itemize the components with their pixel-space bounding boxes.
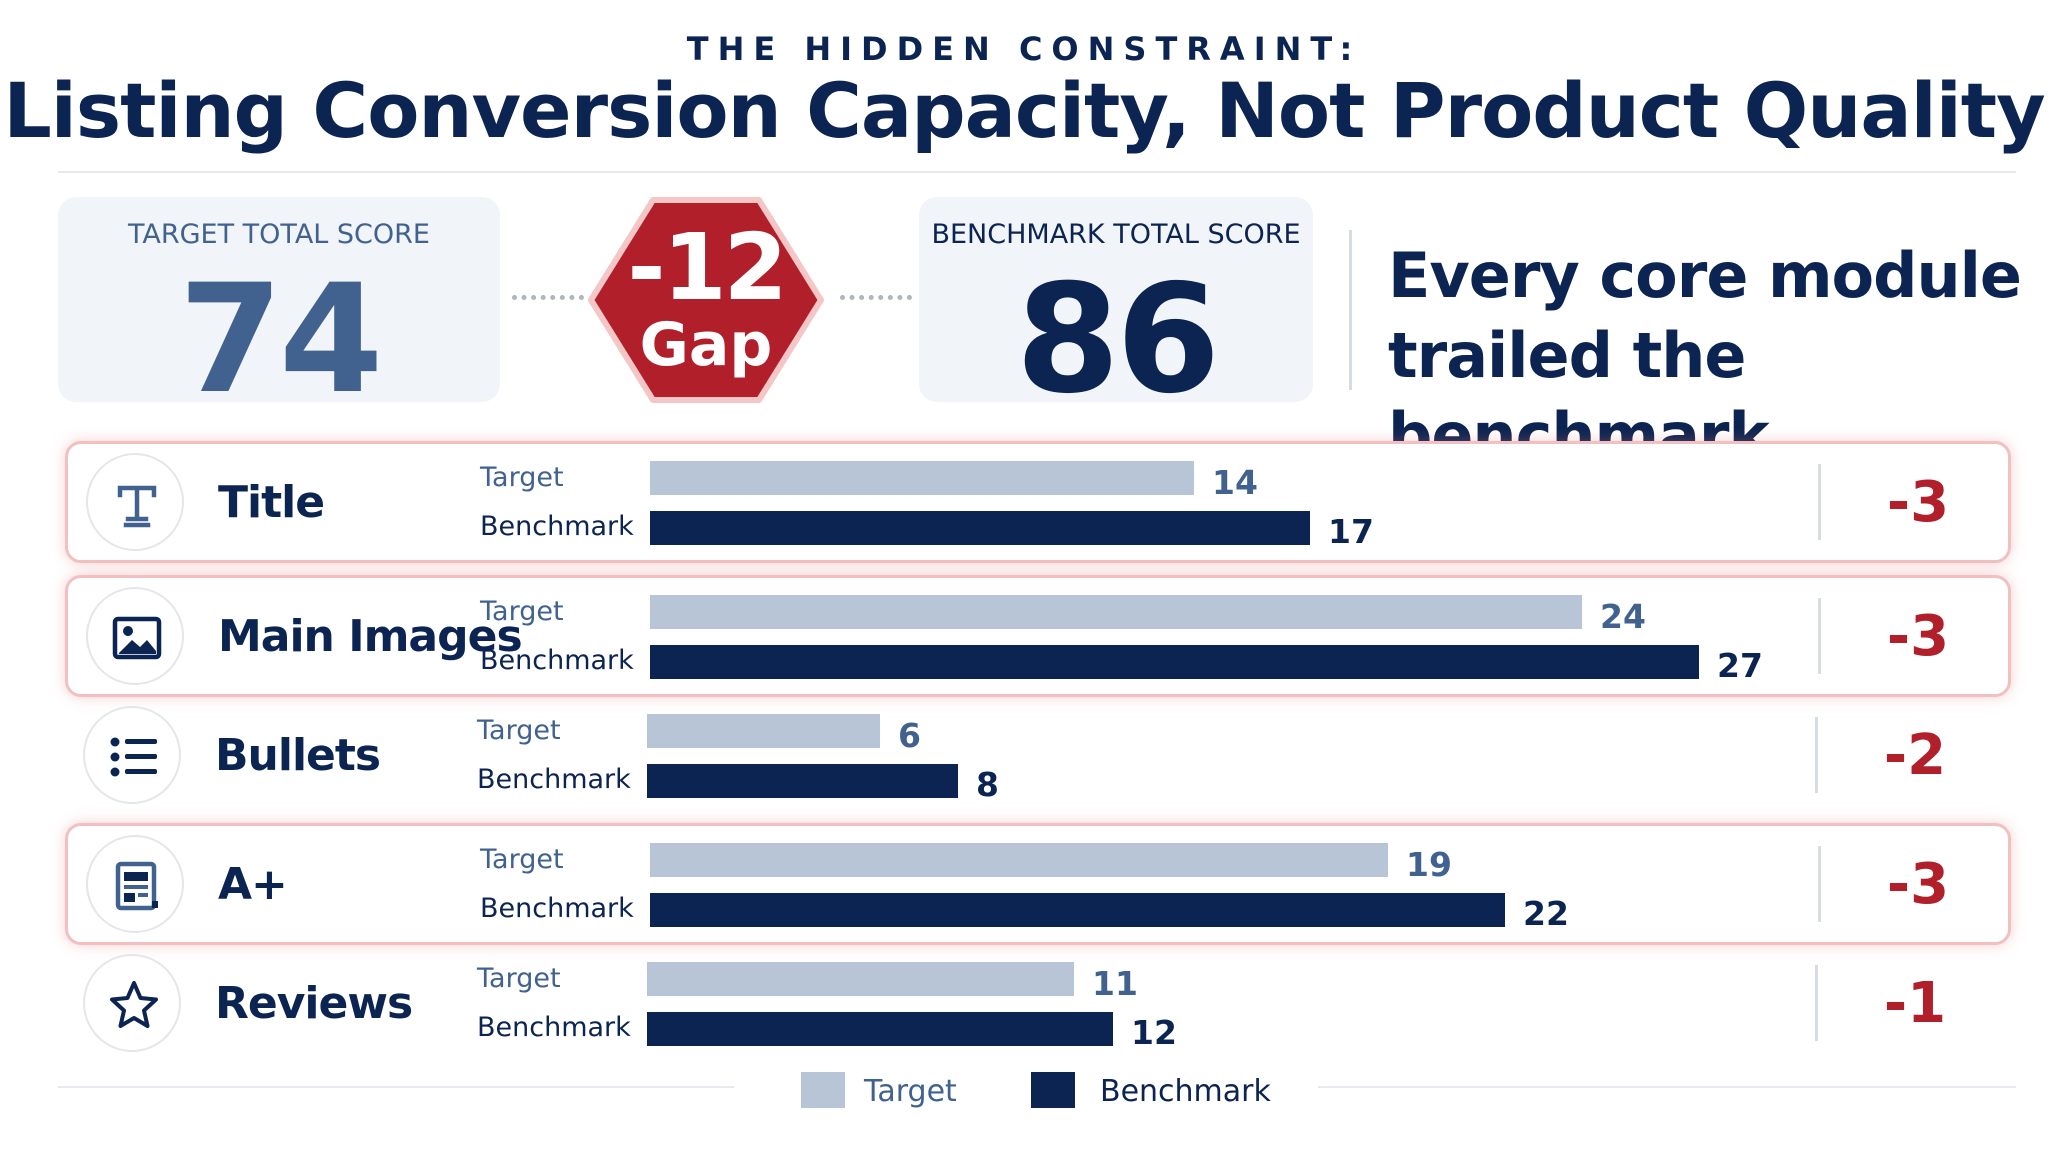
target-bar xyxy=(650,843,1388,877)
target-score-label: TARGET TOTAL SCORE xyxy=(128,219,430,250)
target-value-label: 14 xyxy=(1212,463,1258,502)
score-difference: -2 xyxy=(1883,723,1947,788)
legend-label-benchmark: Benchmark xyxy=(1100,1074,1271,1109)
module-name: Title xyxy=(218,477,325,528)
benchmark-row-label: Benchmark xyxy=(480,511,634,542)
module-row: Reviews Target Benchmark 11 12 -1 xyxy=(65,945,2005,1061)
target-value-label: 19 xyxy=(1406,845,1452,884)
dots-right xyxy=(840,295,912,300)
module-name: Reviews xyxy=(215,978,413,1029)
benchmark-value-label: 12 xyxy=(1131,1013,1177,1052)
target-score-card: TARGET TOTAL SCORE 74 xyxy=(58,197,500,427)
benchmark-row-label: Benchmark xyxy=(480,893,634,924)
target-bar xyxy=(647,714,880,748)
benchmark-row-label: Benchmark xyxy=(480,645,634,676)
benchmark-bar xyxy=(647,764,958,798)
row-divider xyxy=(1818,464,1821,540)
target-bar xyxy=(647,962,1074,996)
star-icon xyxy=(83,954,181,1052)
benchmark-row-label: Benchmark xyxy=(477,764,631,795)
header-divider xyxy=(58,171,2016,173)
row-divider xyxy=(1818,598,1821,674)
benchmark-bar xyxy=(650,893,1505,927)
benchmark-score-card: BENCHMARK TOTAL SCORE 86 xyxy=(919,197,1313,427)
title-icon xyxy=(86,453,184,551)
benchmark-value-label: 22 xyxy=(1523,894,1569,933)
score-difference: -1 xyxy=(1883,971,1947,1036)
module-row: Main Images Target Benchmark 24 27 -3 xyxy=(65,575,2011,697)
module-row: Bullets Target Benchmark 6 8 -2 xyxy=(65,697,2005,813)
target-value-label: 24 xyxy=(1600,597,1646,636)
target-row-label: Target xyxy=(480,462,564,493)
callout-line-1: Every core module xyxy=(1388,239,2022,312)
target-value-label: 6 xyxy=(898,716,921,755)
module-name: Bullets xyxy=(215,730,381,781)
legend-rule-right xyxy=(1318,1086,2016,1088)
target-row-label: Target xyxy=(480,596,564,627)
benchmark-row-label: Benchmark xyxy=(477,1012,631,1043)
target-bar xyxy=(650,595,1582,629)
benchmark-bar xyxy=(650,511,1310,545)
benchmark-bar xyxy=(650,645,1699,679)
benchmark-score-label: BENCHMARK TOTAL SCORE xyxy=(931,219,1301,250)
module-row: A+ Target Benchmark 19 22 -3 xyxy=(65,823,2011,945)
gap-label: Gap xyxy=(639,310,773,380)
eyebrow: THE HIDDEN CONSTRAINT: xyxy=(686,30,1362,68)
module-name: Main Images xyxy=(218,611,523,662)
legend-swatch-benchmark xyxy=(1031,1072,1075,1108)
row-divider xyxy=(1815,717,1818,793)
callout-divider xyxy=(1349,230,1352,390)
image-icon xyxy=(86,587,184,685)
benchmark-bar xyxy=(647,1012,1113,1046)
score-difference: -3 xyxy=(1886,852,1950,917)
benchmark-score-value: 86 xyxy=(1015,253,1221,427)
row-divider xyxy=(1818,846,1821,922)
gap-badge: -12 Gap xyxy=(585,194,827,406)
benchmark-value-label: 17 xyxy=(1328,512,1374,551)
list-icon xyxy=(83,706,181,804)
benchmark-value-label: 27 xyxy=(1717,646,1763,685)
target-score-value: 74 xyxy=(178,253,384,427)
target-bar xyxy=(650,461,1194,495)
legend-swatch-target xyxy=(801,1072,845,1108)
dots-left xyxy=(512,295,584,300)
document-icon xyxy=(86,835,184,933)
module-row: Title Target Benchmark 14 17 -3 xyxy=(65,441,2011,563)
target-row-label: Target xyxy=(477,715,561,746)
module-name: A+ xyxy=(218,859,288,910)
callout-text: Every core module trailed the benchmark. xyxy=(1388,236,2048,476)
score-difference: -3 xyxy=(1886,604,1950,669)
page-title: Listing Conversion Capacity, Not Product… xyxy=(3,66,2045,155)
target-value-label: 11 xyxy=(1092,964,1138,1003)
score-difference: -3 xyxy=(1886,470,1950,535)
row-divider xyxy=(1815,965,1818,1041)
legend-rule-left xyxy=(58,1086,734,1088)
target-row-label: Target xyxy=(477,963,561,994)
benchmark-value-label: 8 xyxy=(976,765,999,804)
legend-label-target: Target xyxy=(864,1074,957,1109)
target-row-label: Target xyxy=(480,844,564,875)
gap-value: -12 xyxy=(627,214,787,321)
